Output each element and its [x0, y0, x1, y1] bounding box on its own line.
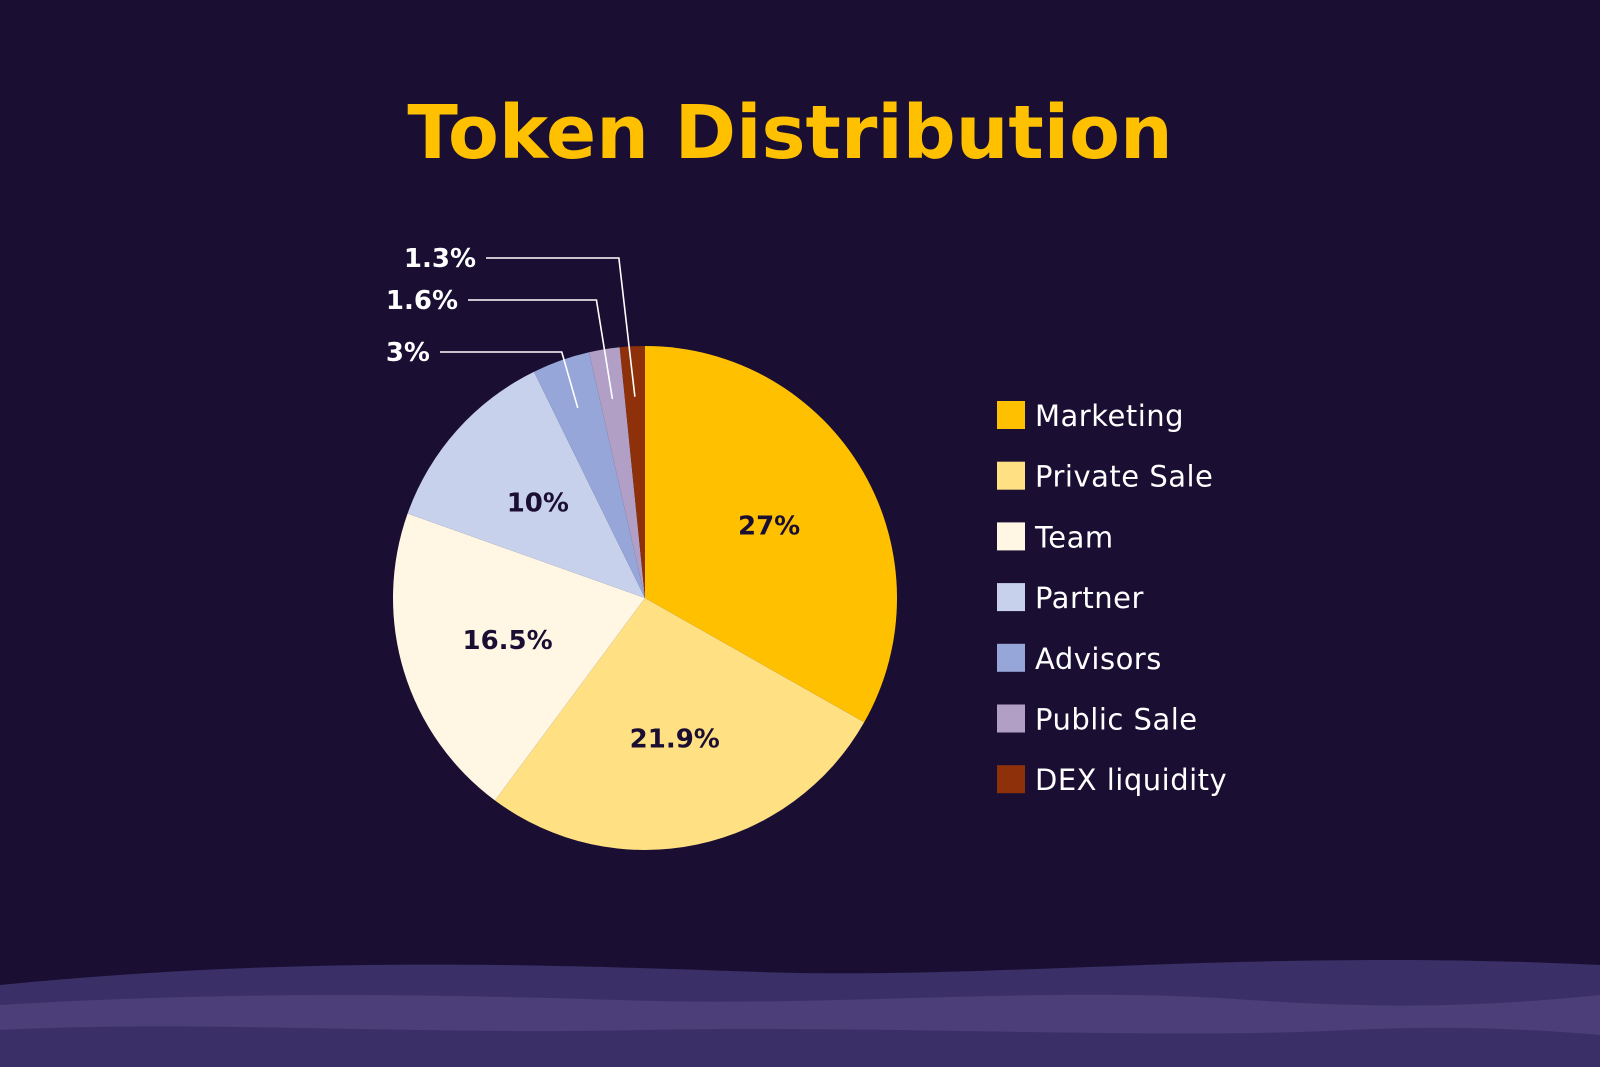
legend-swatch-private-sale [997, 461, 1025, 490]
legend-label-marketing: Marketing [1035, 399, 1184, 433]
callouts: 3% 1.6% 1.3% [386, 244, 636, 409]
slice-label-partner: 10% [507, 488, 569, 518]
hill-front-decoration [0, 1026, 1600, 1067]
slice-label-team: 16.5% [462, 626, 552, 656]
pie-slice-advisors [534, 352, 645, 598]
callout-line-public-sale [468, 299, 614, 400]
legend-swatch-advisors [997, 643, 1025, 672]
legend-swatch-marketing [997, 401, 1025, 429]
pie-slice-team [393, 513, 645, 801]
callout-label-advisors: 3% [386, 338, 430, 368]
legend-label-team: Team [1034, 520, 1114, 554]
legend-swatch-team [997, 522, 1025, 551]
legend-swatch-dex-liquidity [997, 765, 1025, 794]
callout-label-public-sale: 1.6% [386, 286, 458, 316]
pie-slice-public-sale [588, 347, 645, 598]
legend-label-advisors: Advisors [1035, 642, 1162, 676]
chart-title: Token Distribution [407, 90, 1172, 176]
legend-label-private-sale: Private Sale [1035, 460, 1213, 494]
pie-slice-dex-liquidity [619, 346, 645, 598]
callout-label-dex-liquidity: 1.3% [404, 244, 476, 274]
pie-slice-marketing [645, 346, 897, 723]
callout-line-advisors [440, 351, 579, 409]
legend-label-public-sale: Public Sale [1035, 703, 1198, 737]
legend-swatch-public-sale [997, 704, 1025, 733]
callout-line-dex-liquidity [486, 257, 636, 397]
slice-label-private-sale: 21.9% [630, 725, 720, 755]
pie [393, 346, 897, 850]
legend-label-partner: Partner [1035, 581, 1144, 615]
legend-label-dex-liquidity: DEX liquidity [1035, 763, 1227, 797]
slice-label-marketing: 27% [738, 512, 800, 542]
pie-slice-partner [407, 371, 645, 598]
legend-swatch-partner [997, 583, 1025, 612]
pie-slice-private-sale [494, 598, 865, 850]
legend: Marketing Private Sale Team Partner Advisors… [997, 399, 1227, 797]
slice-labels: 27% 21.9% 16.5% 10% [462, 488, 800, 754]
